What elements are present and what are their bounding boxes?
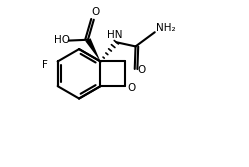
Text: HN: HN [107,30,123,40]
Text: NH₂: NH₂ [156,23,176,33]
Text: O: O [138,65,146,75]
Text: F: F [42,60,48,70]
Polygon shape [85,38,101,61]
Text: O: O [127,83,136,93]
Text: O: O [91,7,100,17]
Text: HO: HO [54,35,70,45]
